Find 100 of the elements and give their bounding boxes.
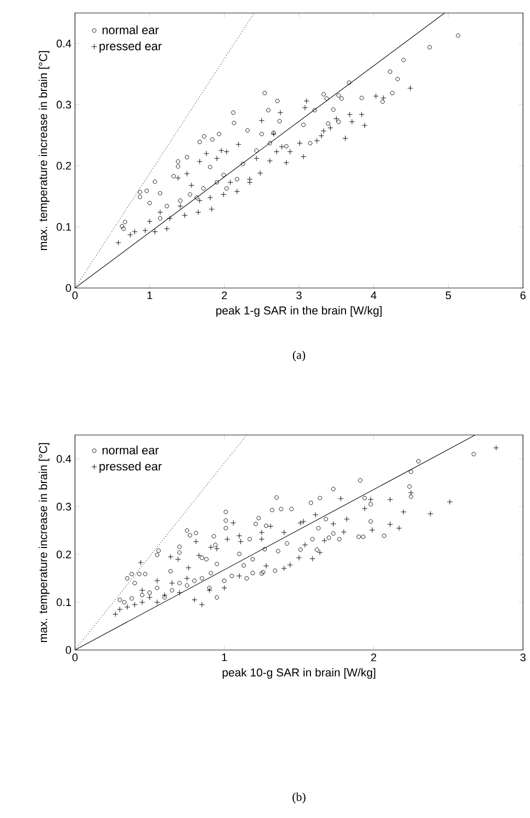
point — [314, 138, 320, 144]
point — [238, 538, 244, 544]
point — [148, 200, 152, 206]
text: (b) — [292, 792, 306, 804]
point — [318, 132, 324, 139]
point — [169, 580, 175, 586]
point — [122, 220, 128, 224]
y-tick-label: 0.2 — [56, 162, 71, 170]
point — [328, 125, 334, 131]
point — [240, 162, 246, 166]
y-tick-label: 0 — [66, 646, 72, 654]
point — [446, 499, 453, 505]
point — [202, 134, 206, 139]
point — [346, 112, 353, 118]
x-tick-label: 6 — [520, 292, 526, 300]
point — [132, 228, 138, 235]
x-tick-label: 0 — [72, 654, 78, 662]
point — [333, 116, 340, 122]
point — [132, 602, 138, 608]
point — [201, 186, 206, 191]
point — [176, 164, 180, 169]
point — [387, 496, 393, 502]
point — [246, 176, 253, 182]
y-axis-title: max. temperature increase in brain [°C] — [38, 51, 50, 250]
point — [278, 144, 285, 150]
point — [322, 92, 326, 96]
point — [224, 186, 229, 191]
point — [312, 108, 317, 112]
point — [210, 137, 215, 142]
point — [176, 590, 182, 596]
point — [184, 575, 190, 582]
point — [178, 198, 182, 203]
point — [157, 209, 163, 216]
point — [204, 150, 210, 156]
x-tick-label: 3 — [296, 292, 302, 300]
point — [224, 148, 230, 155]
point — [246, 179, 253, 186]
point — [214, 546, 220, 552]
point — [428, 45, 432, 50]
point — [120, 224, 124, 228]
point — [312, 512, 318, 518]
point — [330, 521, 336, 527]
point — [144, 188, 149, 193]
point — [232, 120, 236, 126]
point — [221, 172, 226, 178]
y-axis-title: max. temperature increase in brain [°C] — [38, 443, 50, 642]
point — [308, 141, 312, 146]
point — [281, 530, 287, 536]
point — [175, 556, 181, 562]
point — [262, 90, 267, 96]
point — [227, 179, 234, 186]
point — [396, 525, 402, 532]
point — [158, 216, 162, 220]
x-tick-label: 5 — [446, 292, 451, 300]
y-tick-label: 0.2 — [56, 550, 71, 558]
point — [196, 552, 202, 558]
point — [302, 542, 308, 548]
text: (a) — [292, 350, 306, 362]
point — [342, 135, 348, 142]
point — [380, 95, 386, 101]
point — [317, 550, 323, 556]
point — [168, 554, 174, 560]
point — [218, 148, 224, 154]
point — [336, 93, 341, 98]
point — [395, 76, 400, 82]
point — [258, 530, 265, 536]
point — [188, 192, 192, 197]
point — [304, 98, 310, 104]
point — [336, 120, 341, 124]
point — [270, 131, 276, 137]
y-tick-label: 0.1 — [56, 223, 71, 231]
point — [300, 154, 306, 160]
point — [358, 112, 365, 118]
point — [208, 544, 214, 550]
x-tick-label: 3 — [520, 654, 526, 662]
point — [260, 132, 264, 136]
point — [344, 516, 350, 522]
point — [245, 128, 250, 132]
point — [164, 204, 169, 208]
point — [127, 232, 134, 238]
point — [115, 240, 122, 246]
point — [390, 90, 394, 96]
point — [154, 599, 160, 606]
point — [221, 585, 228, 591]
point — [152, 180, 158, 184]
point — [277, 119, 282, 124]
point — [268, 141, 272, 146]
point — [146, 218, 153, 224]
point — [142, 228, 148, 234]
point — [138, 190, 142, 194]
point — [236, 573, 242, 579]
point — [124, 604, 130, 610]
point — [139, 599, 146, 606]
point — [231, 110, 236, 115]
point — [121, 226, 126, 231]
point — [346, 80, 352, 85]
x-tick-label: 1 — [147, 292, 152, 300]
point — [287, 562, 293, 568]
point — [338, 496, 344, 502]
point — [206, 587, 212, 594]
